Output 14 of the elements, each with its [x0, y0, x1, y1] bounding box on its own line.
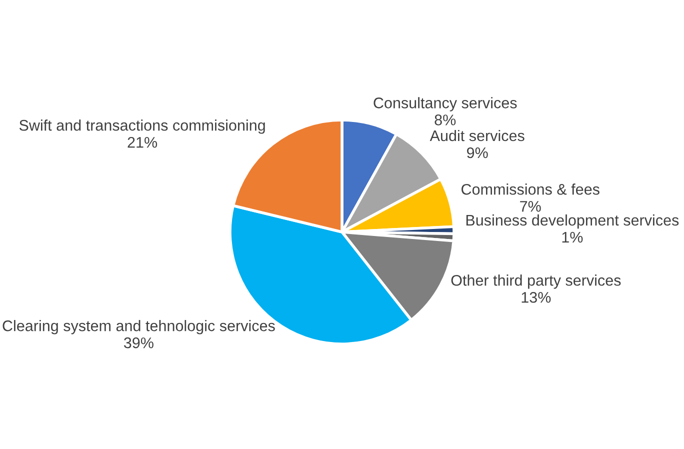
slice-label: Other third party services — [451, 274, 621, 289]
data-label: 7% — [520, 201, 541, 212]
data-label: 8% — [434, 114, 456, 126]
data-label: 39% — [124, 337, 154, 348]
data-label: 9% — [467, 147, 488, 158]
data-label: 13% — [522, 292, 551, 303]
data-label: 21% — [128, 136, 158, 148]
slice-label: Consultancy services — [374, 97, 517, 112]
data-label: 1% — [562, 232, 583, 243]
slice-label: Commissions & fees — [462, 184, 600, 195]
slice-label: Business development services — [466, 214, 679, 229]
slice-label: Clearing system and tehnologic services — [2, 320, 275, 334]
slice-label: Audit services — [430, 130, 524, 142]
slice-label: Swift and transactions commisioning — [19, 120, 265, 134]
